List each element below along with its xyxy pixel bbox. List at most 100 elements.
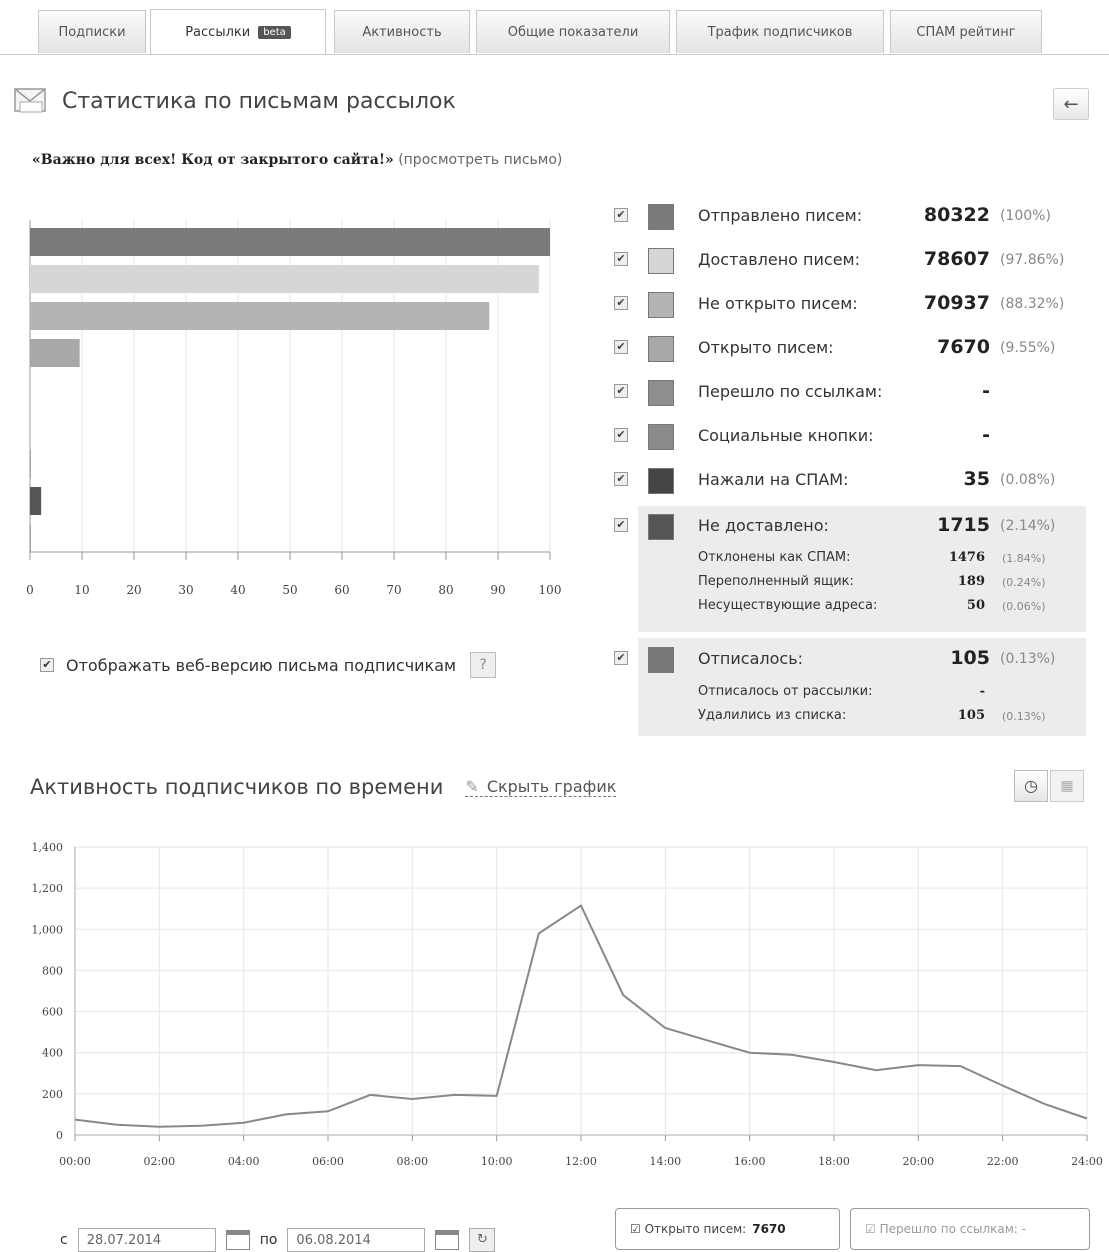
stat-percent: (9.55%) (1000, 340, 1055, 356)
date-from-input[interactable] (78, 1228, 216, 1252)
page-title: Статистика по письмам рассылок (62, 89, 456, 114)
color-swatch (648, 424, 674, 450)
stat-checkbox[interactable]: ✔ (614, 208, 628, 222)
color-swatch (648, 248, 674, 274)
stat-value: 35 (910, 468, 990, 490)
color-swatch (648, 336, 674, 362)
stat-sub-label: Отписалось от рассылки: (698, 684, 873, 699)
tab-subscriptions[interactable]: Подписки (38, 10, 146, 53)
webversion-label: Отображать веб-версию письма подписчикам (66, 656, 456, 675)
stat-label: Доставлено писем: (698, 250, 860, 269)
stat-row: ✔Отправлено писем:80322(100%) (610, 198, 1090, 238)
x-tick-label: 14:00 (649, 1155, 681, 1168)
hide-graph-label: Скрыть график (487, 777, 617, 796)
to-label: по (260, 1232, 278, 1248)
webversion-option: ✔ Отображать веб-версию письма подписчик… (40, 652, 496, 678)
stat-label: Не открыто писем: (698, 294, 858, 313)
tab-label: Подписки (58, 25, 125, 40)
stat-subrow: Несуществующие адреса:50(0.06%) (610, 598, 1090, 620)
bar (30, 302, 489, 330)
x-tick-label: 16:00 (734, 1155, 766, 1168)
webversion-checkbox[interactable]: ✔ (40, 658, 54, 672)
stat-checkbox[interactable]: ✔ (614, 651, 628, 665)
tab-label: Рассылки (185, 25, 250, 40)
hide-graph-link[interactable]: ✎Скрыть график (465, 777, 616, 797)
calendar-icon[interactable] (226, 1230, 250, 1250)
legend-clicks-toggle[interactable]: ☑ Перешло по ссылкам: - (850, 1208, 1090, 1250)
stat-percent: (100%) (1000, 208, 1051, 224)
stat-checkbox[interactable]: ✔ (614, 428, 628, 442)
refresh-icon: ↻ (477, 1232, 488, 1247)
bar (30, 265, 539, 293)
color-swatch (648, 514, 674, 540)
stat-checkbox[interactable]: ✔ (614, 296, 628, 310)
tab-activity[interactable]: Активность (334, 10, 470, 53)
stat-row: ✔Открыто писем:7670(9.55%) (610, 330, 1090, 370)
activity-header: Активность подписчиков по времени ✎Скрыт… (30, 775, 616, 799)
stat-label: Открыто писем: (698, 338, 834, 357)
letter-subject-line: «Важно для всех! Код от закрытого сайта!… (32, 152, 562, 168)
stat-checkbox[interactable]: ✔ (614, 252, 628, 266)
y-tick-label: 1,400 (32, 841, 64, 854)
y-tick-label: 800 (42, 964, 63, 977)
tab-label: СПАМ рейтинг (916, 25, 1015, 40)
tab-general-stats[interactable]: Общие показатели (476, 10, 670, 53)
back-button[interactable]: ← (1053, 88, 1089, 120)
stat-row: ✔Отписалось:105(0.13%) (610, 641, 1090, 681)
view-letter-link[interactable]: (просмотреть письмо) (398, 152, 562, 168)
stat-checkbox[interactable]: ✔ (614, 340, 628, 354)
calendar-icon: ▦ (1060, 778, 1073, 794)
stat-sub-value: 189 (915, 574, 985, 589)
stat-row: ✔Не открыто писем:70937(88.32%) (610, 286, 1090, 326)
color-swatch (648, 380, 674, 406)
legend-opened-toggle[interactable]: ☑ Открыто писем:7670 (615, 1208, 840, 1250)
y-tick-label: 600 (42, 1006, 63, 1019)
stat-sub-percent: (0.24%) (1002, 576, 1046, 589)
x-tick-label: 0 (26, 583, 34, 597)
stat-value: 78607 (910, 248, 990, 270)
stat-value: - (910, 380, 990, 402)
letter-subject: «Важно для всех! Код от закрытого сайта!… (32, 152, 394, 168)
y-tick-label: 200 (42, 1088, 63, 1101)
x-tick-label: 10:00 (481, 1155, 513, 1168)
stat-checkbox[interactable]: ✔ (614, 518, 628, 532)
x-tick-label: 00:00 (59, 1155, 91, 1168)
clock-view-button[interactable]: ◷ (1014, 770, 1048, 802)
stat-sub-value: 105 (915, 708, 985, 723)
tab-spam-rating[interactable]: СПАМ рейтинг (890, 10, 1042, 53)
stat-checkbox[interactable]: ✔ (614, 472, 628, 486)
tab-label: Общие показатели (508, 25, 639, 40)
date-range: с по ↻ (60, 1228, 495, 1252)
stat-label: Отправлено писем: (698, 206, 862, 225)
checkbox-icon: ☑ (865, 1222, 880, 1236)
stat-label: Не доставлено: (698, 516, 829, 535)
x-tick-label: 20 (126, 583, 141, 597)
date-to-input[interactable] (287, 1228, 425, 1252)
legend-value: - (1022, 1222, 1026, 1236)
x-tick-label: 30 (178, 583, 193, 597)
x-tick-label: 18:00 (818, 1155, 850, 1168)
x-tick-label: 24:00 (1071, 1155, 1103, 1168)
x-tick-label: 10 (74, 583, 89, 597)
stat-subrow: Переполненный ящик:189(0.24%) (610, 574, 1090, 596)
stat-label: Социальные кнопки: (698, 426, 874, 445)
stat-value: 105 (910, 647, 990, 669)
stat-row: ✔ Доставлено писем: 78607 (97.86%) (610, 242, 1090, 282)
stat-checkbox[interactable]: ✔ (614, 384, 628, 398)
stat-label: Нажали на СПАМ: (698, 470, 848, 489)
tab-subscriber-traffic[interactable]: Трафик подписчиков (676, 10, 884, 53)
stat-percent: (97.86%) (1000, 252, 1064, 268)
calendar-icon[interactable] (435, 1230, 459, 1250)
stat-row: ✔Нажали на СПАМ:35(0.08%) (610, 462, 1090, 502)
stat-sub-label: Удалились из списка: (698, 708, 846, 723)
help-button[interactable]: ? (470, 652, 496, 678)
calendar-view-button[interactable]: ▦ (1050, 770, 1084, 802)
color-swatch (648, 468, 674, 494)
checkbox-icon: ☑ (630, 1222, 645, 1236)
stat-row: ✔Социальные кнопки:- (610, 418, 1090, 458)
stat-value: 70937 (910, 292, 990, 314)
refresh-button[interactable]: ↻ (469, 1228, 495, 1252)
